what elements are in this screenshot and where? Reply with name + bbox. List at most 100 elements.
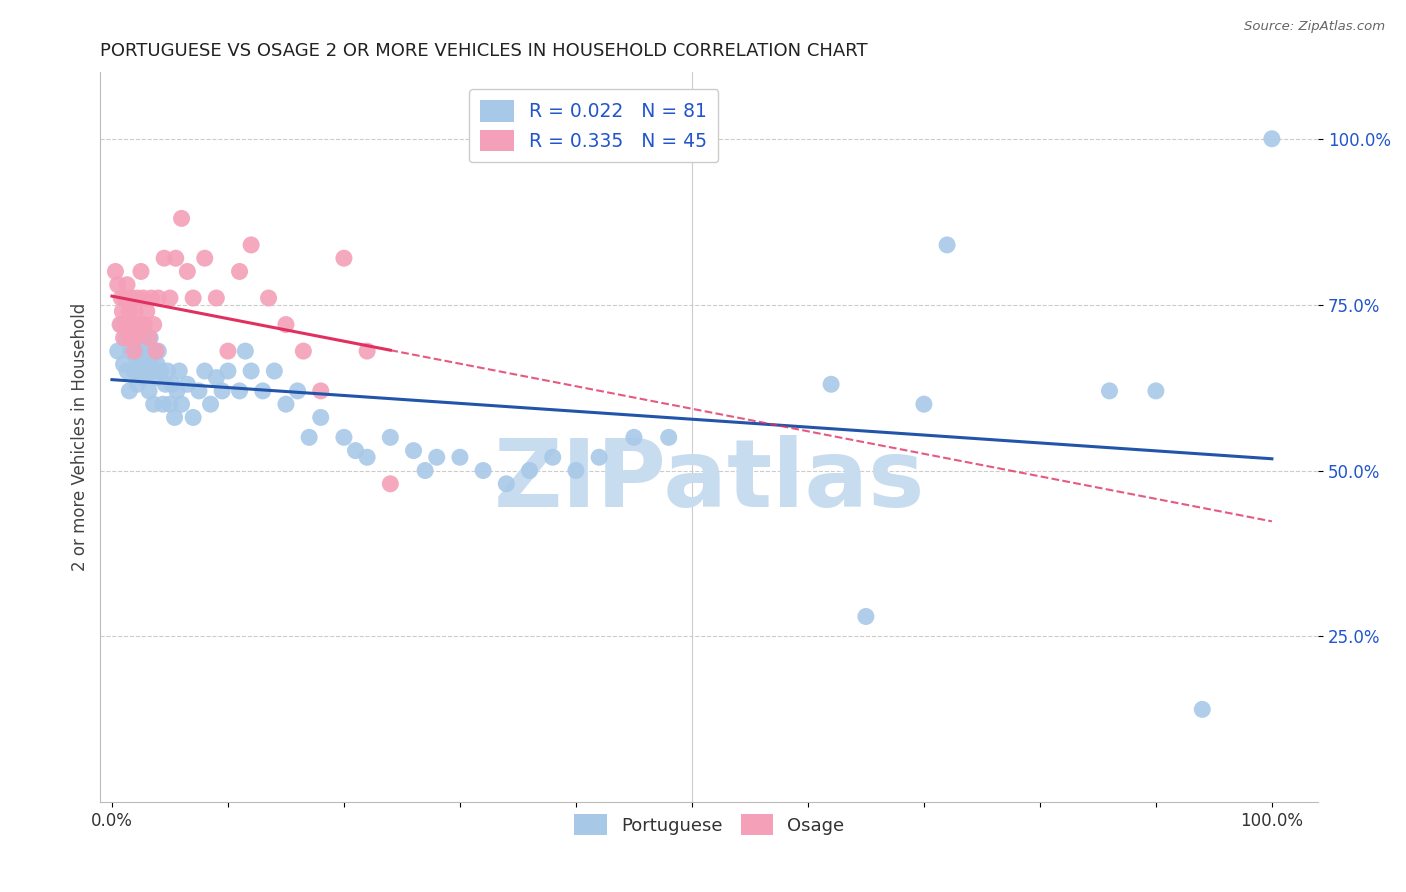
- Point: [228, 384, 250, 398]
- Point: [135, 304, 157, 318]
- Point: [120, 344, 142, 359]
- Point: [217, 344, 239, 359]
- Point: [936, 238, 959, 252]
- Point: [344, 443, 367, 458]
- Point: [1144, 384, 1167, 398]
- Point: [333, 430, 356, 444]
- Point: [167, 364, 190, 378]
- Point: [274, 397, 297, 411]
- Point: [108, 318, 131, 332]
- Point: [912, 397, 935, 411]
- Point: [1191, 702, 1213, 716]
- Point: [149, 364, 172, 378]
- Point: [855, 609, 877, 624]
- Point: [148, 344, 170, 359]
- Point: [118, 304, 141, 318]
- Point: [124, 337, 146, 351]
- Point: [153, 251, 176, 265]
- Point: [162, 377, 184, 392]
- Point: [163, 410, 186, 425]
- Point: [110, 291, 132, 305]
- Point: [588, 450, 610, 465]
- Point: [472, 463, 495, 477]
- Point: [114, 291, 136, 305]
- Point: [132, 331, 155, 345]
- Text: PORTUGUESE VS OSAGE 2 OR MORE VEHICLES IN HOUSEHOLD CORRELATION CHART: PORTUGUESE VS OSAGE 2 OR MORE VEHICLES I…: [100, 42, 868, 60]
- Point: [298, 430, 321, 444]
- Point: [205, 370, 228, 384]
- Point: [122, 344, 145, 359]
- Point: [263, 364, 285, 378]
- Point: [413, 463, 436, 477]
- Point: [159, 291, 181, 305]
- Point: [145, 344, 167, 359]
- Point: [274, 318, 297, 332]
- Y-axis label: 2 or more Vehicles in Household: 2 or more Vehicles in Household: [72, 303, 89, 572]
- Point: [124, 304, 146, 318]
- Point: [309, 384, 332, 398]
- Point: [141, 351, 163, 365]
- Point: [143, 344, 166, 359]
- Point: [145, 370, 167, 384]
- Point: [623, 430, 645, 444]
- Point: [122, 364, 145, 378]
- Point: [131, 370, 153, 384]
- Point: [104, 264, 127, 278]
- Point: [129, 344, 152, 359]
- Point: [115, 331, 138, 345]
- Point: [449, 450, 471, 465]
- Point: [181, 291, 204, 305]
- Text: Source: ZipAtlas.com: Source: ZipAtlas.com: [1244, 20, 1385, 33]
- Point: [380, 430, 402, 444]
- Point: [181, 410, 204, 425]
- Point: [252, 384, 274, 398]
- Point: [356, 344, 378, 359]
- Point: [125, 331, 148, 345]
- Point: [132, 291, 155, 305]
- Point: [107, 344, 129, 359]
- Point: [107, 277, 129, 292]
- Point: [187, 384, 209, 398]
- Point: [565, 463, 588, 477]
- Point: [127, 291, 149, 305]
- Point: [205, 291, 228, 305]
- Point: [240, 364, 263, 378]
- Point: [194, 364, 217, 378]
- Point: [200, 397, 222, 411]
- Point: [139, 331, 162, 345]
- Point: [127, 377, 149, 392]
- Point: [128, 357, 150, 371]
- Point: [333, 251, 356, 265]
- Point: [129, 264, 152, 278]
- Point: [121, 291, 143, 305]
- Point: [138, 331, 160, 345]
- Point: [292, 344, 315, 359]
- Point: [156, 364, 179, 378]
- Point: [194, 251, 217, 265]
- Point: [138, 384, 160, 398]
- Point: [128, 331, 150, 345]
- Point: [134, 318, 156, 332]
- Point: [141, 364, 163, 378]
- Point: [135, 364, 157, 378]
- Point: [148, 291, 170, 305]
- Point: [658, 430, 681, 444]
- Point: [228, 264, 250, 278]
- Point: [142, 397, 165, 411]
- Point: [159, 397, 181, 411]
- Point: [142, 318, 165, 332]
- Point: [115, 318, 138, 332]
- Point: [155, 377, 177, 392]
- Point: [115, 277, 138, 292]
- Point: [217, 364, 239, 378]
- Point: [166, 384, 188, 398]
- Point: [495, 476, 517, 491]
- Point: [211, 384, 233, 398]
- Point: [128, 318, 150, 332]
- Point: [115, 364, 138, 378]
- Point: [1098, 384, 1121, 398]
- Point: [356, 450, 378, 465]
- Point: [141, 291, 163, 305]
- Point: [112, 357, 135, 371]
- Point: [820, 377, 842, 392]
